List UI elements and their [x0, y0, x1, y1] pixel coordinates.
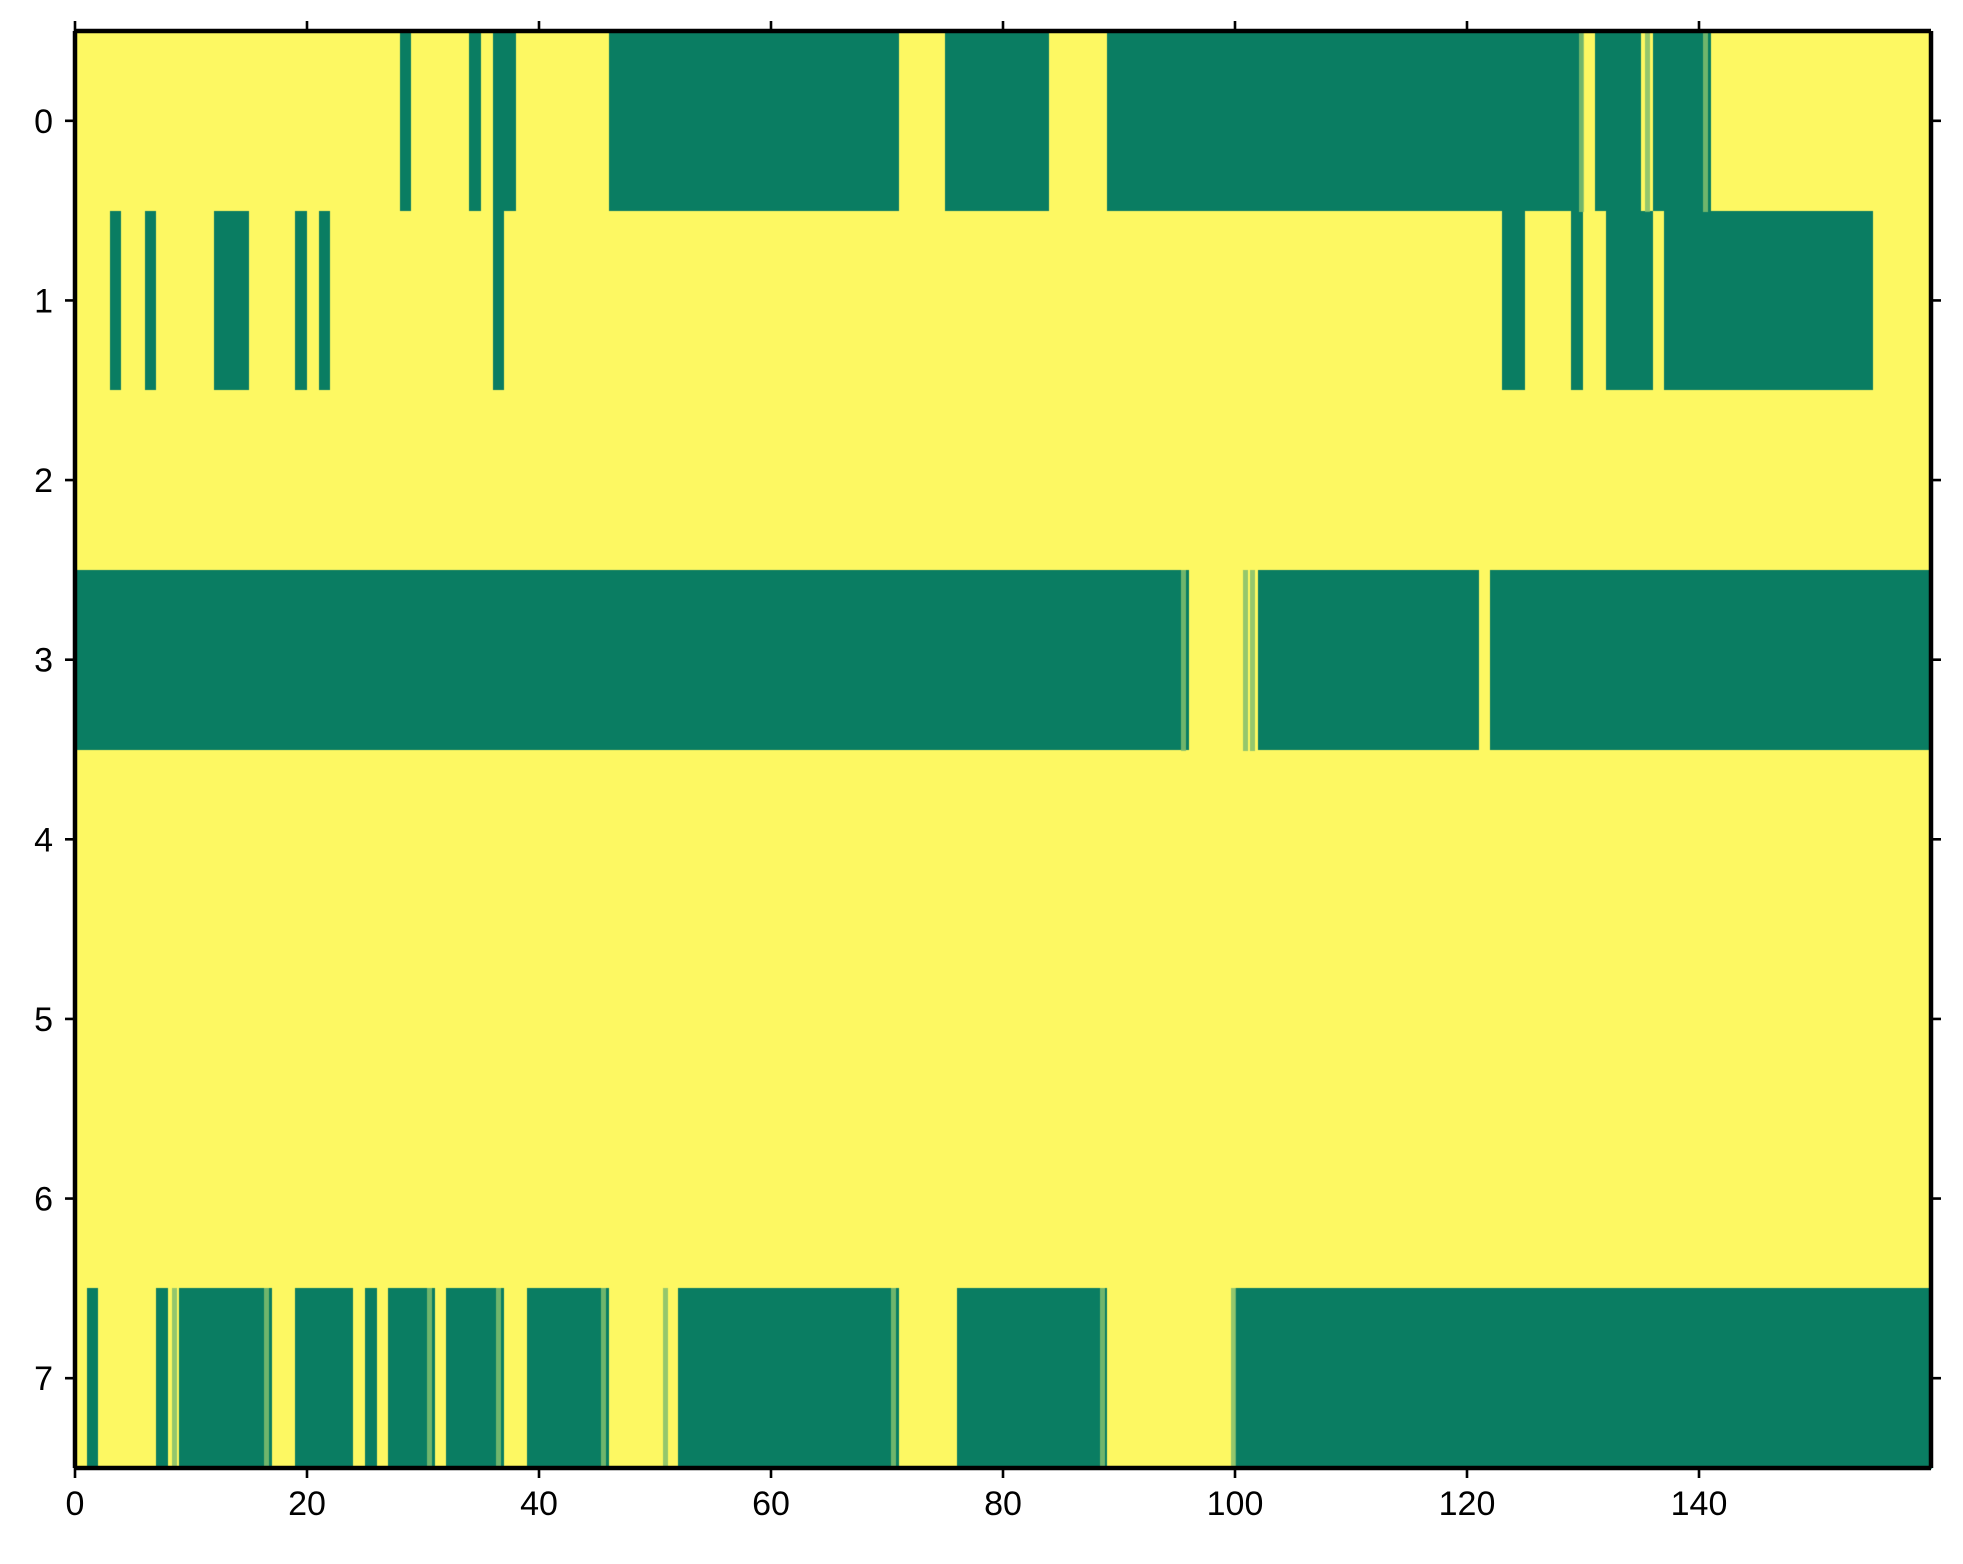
svg-text:40: 40: [520, 1485, 558, 1523]
svg-text:80: 80: [984, 1485, 1022, 1523]
svg-text:0: 0: [34, 103, 53, 141]
svg-text:20: 20: [288, 1485, 326, 1523]
svg-text:7: 7: [34, 1360, 53, 1398]
svg-text:4: 4: [34, 821, 53, 859]
svg-text:3: 3: [34, 642, 53, 680]
svg-text:120: 120: [1439, 1485, 1496, 1523]
svg-text:6: 6: [34, 1181, 53, 1219]
svg-text:0: 0: [66, 1485, 85, 1523]
svg-text:140: 140: [1671, 1485, 1728, 1523]
svg-text:2: 2: [34, 462, 53, 500]
svg-text:5: 5: [34, 1001, 53, 1039]
svg-text:100: 100: [1207, 1485, 1264, 1523]
svg-text:1: 1: [34, 282, 53, 320]
svg-text:60: 60: [752, 1485, 790, 1523]
